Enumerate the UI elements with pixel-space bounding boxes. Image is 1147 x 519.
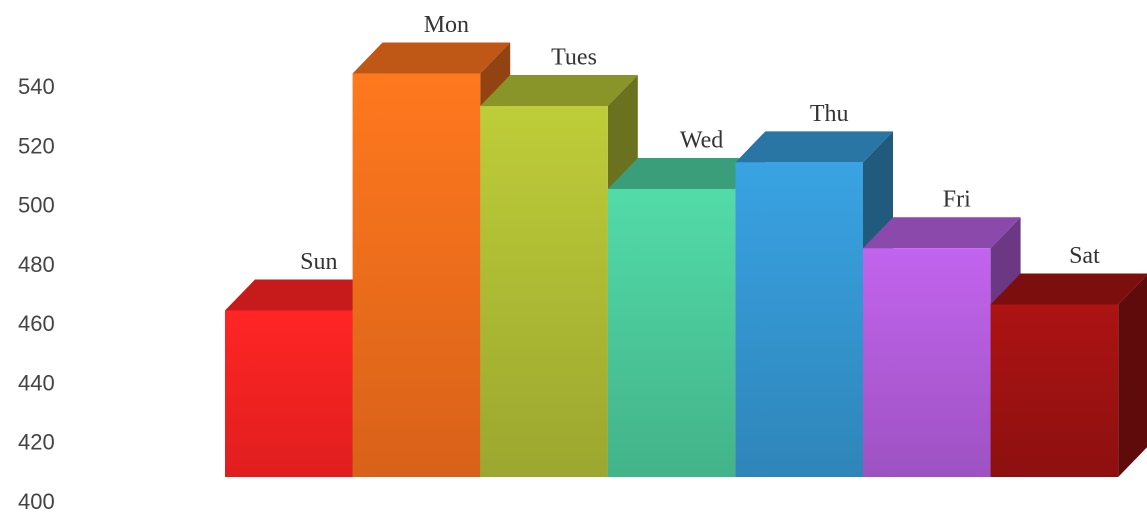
y-tick-label: 500 <box>18 193 55 218</box>
bar-top <box>735 131 893 163</box>
y-tick-label: 420 <box>18 430 55 455</box>
y-tick-label: 540 <box>18 74 55 99</box>
y-tick-label: 440 <box>18 370 55 395</box>
y-tick-label: 520 <box>18 133 55 158</box>
bar-top <box>863 217 1021 249</box>
bar-top <box>990 273 1147 305</box>
bar-top <box>480 75 638 107</box>
bar-side <box>1118 274 1147 477</box>
bar <box>990 304 1119 477</box>
bar <box>480 106 608 478</box>
bar <box>607 188 736 477</box>
y-tick-label: 460 <box>18 311 55 336</box>
bar-top <box>225 279 383 311</box>
bar <box>225 310 353 477</box>
bar-top <box>352 42 511 74</box>
y-tick-label: 480 <box>18 252 55 277</box>
category-label: Tues <box>551 45 597 71</box>
category-label: Fri <box>943 187 971 213</box>
category-label: Mon <box>424 12 469 38</box>
y-tick-label: 400 <box>18 489 55 514</box>
category-label: Sun <box>300 249 337 275</box>
bar <box>352 73 481 477</box>
bar <box>735 162 863 477</box>
category-label: Thu <box>810 101 849 127</box>
category-label: Wed <box>680 127 723 153</box>
bar-top <box>607 157 766 189</box>
category-label: Sat <box>1069 243 1100 269</box>
bar <box>863 248 991 477</box>
